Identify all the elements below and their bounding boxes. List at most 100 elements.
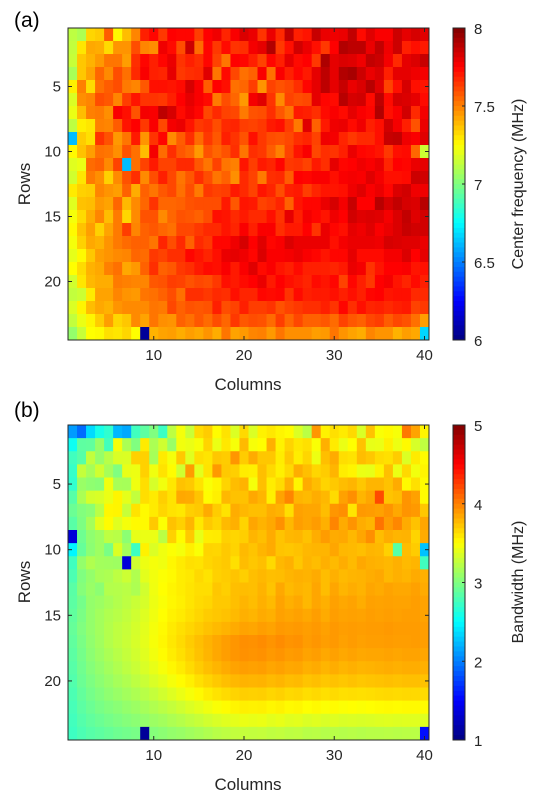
heatmap-cell <box>410 327 421 341</box>
heatmap-cell <box>185 648 195 662</box>
heatmap-cell <box>68 301 78 315</box>
heatmap-cell <box>383 249 394 263</box>
heatmap-cell <box>320 327 331 341</box>
heatmap-cell <box>230 582 240 597</box>
heatmap-cell <box>284 477 295 492</box>
heatmap-cell <box>158 93 168 107</box>
heatmap-cell <box>374 158 385 172</box>
heatmap-cell <box>248 516 258 531</box>
heatmap-cell <box>248 132 258 146</box>
heatmap-cell <box>365 582 376 597</box>
heatmap-cell <box>113 451 123 465</box>
heatmap-cell <box>203 262 213 276</box>
heatmap-cell <box>284 503 295 518</box>
heatmap-cell <box>356 674 367 688</box>
heatmap-cell <box>338 621 349 636</box>
heatmap-cell <box>248 556 258 570</box>
heatmap-cell <box>401 184 412 198</box>
heatmap-cell <box>257 80 267 94</box>
heatmap-cell <box>365 93 376 107</box>
colorbar-segment <box>453 47 465 53</box>
heatmap-cell <box>221 451 231 465</box>
heatmap-cell <box>419 661 430 675</box>
heatmap-cell <box>167 106 177 120</box>
heatmap-cell <box>158 54 168 68</box>
heatmap-cell <box>257 608 267 623</box>
heatmap-cell <box>419 451 430 465</box>
heatmap-cell <box>203 119 213 133</box>
heatmap-cell <box>122 236 132 250</box>
heatmap-cell <box>383 119 394 133</box>
heatmap-cell <box>347 132 358 146</box>
heatmap-cell <box>239 41 249 55</box>
heatmap-cell <box>383 301 394 315</box>
heatmap-cell <box>131 713 141 728</box>
heatmap-cell <box>95 490 105 505</box>
heatmap-cell <box>293 687 304 702</box>
heatmap-cell <box>176 543 186 557</box>
heatmap-cell <box>338 132 349 146</box>
heatmap-cell <box>257 145 267 159</box>
heatmap-cell <box>122 726 132 741</box>
heatmap-cell <box>203 438 213 452</box>
heatmap-cell <box>356 621 367 636</box>
heatmap-cell <box>392 477 403 492</box>
heatmap-cell <box>212 621 222 636</box>
colorbar-segment <box>453 444 465 451</box>
heatmap-cell <box>176 582 186 597</box>
heatmap-cell <box>329 569 340 583</box>
heatmap-cell <box>68 262 78 276</box>
heatmap-cell <box>356 184 367 198</box>
heatmap-cell <box>275 648 286 662</box>
heatmap-cell <box>374 687 385 702</box>
heatmap-cell <box>149 80 159 94</box>
heatmap-cell <box>158 438 168 452</box>
heatmap-cell <box>221 262 231 276</box>
heatmap-cell <box>68 158 78 172</box>
heatmap-cell <box>77 223 87 237</box>
heatmap-cell <box>266 556 276 570</box>
heatmap-cell <box>239 687 249 702</box>
heatmap-cell <box>248 171 258 185</box>
heatmap-cell <box>113 158 123 172</box>
heatmap-cell <box>311 119 322 133</box>
heatmap-cell <box>176 236 186 250</box>
heatmap-cell <box>131 171 141 185</box>
heatmap-cell <box>338 713 349 728</box>
heatmap-cell <box>356 132 367 146</box>
heatmap-cell <box>275 661 286 675</box>
heatmap-cell <box>356 556 367 570</box>
heatmap-cell <box>266 648 276 662</box>
colorbar-segment <box>453 538 465 544</box>
heatmap-cell <box>419 569 430 583</box>
heatmap-cell <box>203 249 213 263</box>
heatmap-cell <box>419 80 430 94</box>
heatmap-cell <box>383 556 394 570</box>
heatmap-cell <box>149 516 159 531</box>
heatmap-cell <box>104 543 114 557</box>
colorbar-segment <box>453 257 465 263</box>
heatmap-cell <box>194 464 204 478</box>
heatmap-cell <box>338 249 349 263</box>
heatmap-cell <box>356 223 367 237</box>
heatmap-cell <box>194 28 204 42</box>
heatmap-cell <box>212 262 222 276</box>
heatmap-cell <box>356 93 367 107</box>
heatmap-cell <box>356 687 367 702</box>
heatmap-cell <box>239 635 249 649</box>
heatmap-cell <box>167 41 177 55</box>
heatmap-cell <box>266 145 276 159</box>
heatmap-cell <box>356 54 367 68</box>
heatmap-cell <box>113 314 123 328</box>
heatmap-cell <box>203 184 213 198</box>
heatmap-cell <box>257 262 267 276</box>
heatmap-cell <box>248 327 258 341</box>
heatmap-cell <box>86 223 96 237</box>
heatmap-cell <box>176 687 186 702</box>
heatmap-cell <box>356 41 367 55</box>
heatmap-cell <box>293 621 304 636</box>
heatmap-cell <box>194 67 204 81</box>
heatmap-cell <box>311 301 322 315</box>
heatmap-cell <box>320 635 331 649</box>
heatmap-cell <box>329 621 340 636</box>
